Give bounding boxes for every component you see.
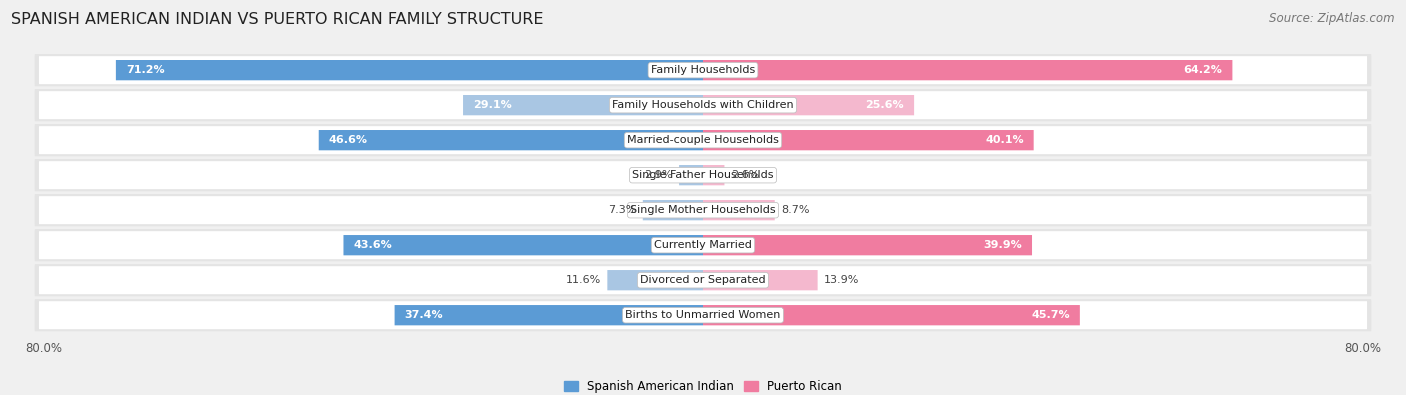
FancyBboxPatch shape	[35, 159, 1371, 191]
Text: 64.2%: 64.2%	[1184, 65, 1222, 75]
Text: Currently Married: Currently Married	[654, 240, 752, 250]
FancyBboxPatch shape	[35, 124, 1371, 156]
FancyBboxPatch shape	[703, 270, 818, 290]
Text: 11.6%: 11.6%	[565, 275, 600, 285]
Text: Single Father Households: Single Father Households	[633, 170, 773, 180]
Text: 29.1%: 29.1%	[472, 100, 512, 110]
Text: 46.6%: 46.6%	[329, 135, 367, 145]
Text: Family Households: Family Households	[651, 65, 755, 75]
Text: 13.9%: 13.9%	[824, 275, 859, 285]
FancyBboxPatch shape	[319, 130, 703, 150]
Text: 25.6%: 25.6%	[866, 100, 904, 110]
FancyBboxPatch shape	[343, 235, 703, 255]
FancyBboxPatch shape	[703, 200, 775, 220]
FancyBboxPatch shape	[35, 299, 1371, 331]
FancyBboxPatch shape	[39, 196, 1367, 224]
FancyBboxPatch shape	[703, 130, 1033, 150]
FancyBboxPatch shape	[463, 95, 703, 115]
Text: Source: ZipAtlas.com: Source: ZipAtlas.com	[1270, 12, 1395, 25]
FancyBboxPatch shape	[39, 126, 1367, 154]
FancyBboxPatch shape	[703, 165, 724, 185]
FancyBboxPatch shape	[35, 89, 1371, 121]
FancyBboxPatch shape	[35, 194, 1371, 226]
Text: Family Households with Children: Family Households with Children	[612, 100, 794, 110]
Text: 37.4%: 37.4%	[405, 310, 443, 320]
Text: 71.2%: 71.2%	[125, 65, 165, 75]
FancyBboxPatch shape	[643, 200, 703, 220]
FancyBboxPatch shape	[39, 91, 1367, 119]
FancyBboxPatch shape	[39, 301, 1367, 329]
FancyBboxPatch shape	[703, 305, 1080, 325]
Text: Married-couple Households: Married-couple Households	[627, 135, 779, 145]
FancyBboxPatch shape	[39, 266, 1367, 294]
Text: 40.1%: 40.1%	[986, 135, 1024, 145]
FancyBboxPatch shape	[39, 56, 1367, 84]
Text: Single Mother Households: Single Mother Households	[630, 205, 776, 215]
Text: 2.6%: 2.6%	[731, 170, 759, 180]
FancyBboxPatch shape	[679, 165, 703, 185]
FancyBboxPatch shape	[35, 54, 1371, 86]
Text: 39.9%: 39.9%	[983, 240, 1022, 250]
Text: 45.7%: 45.7%	[1032, 310, 1070, 320]
Legend: Spanish American Indian, Puerto Rican: Spanish American Indian, Puerto Rican	[560, 376, 846, 395]
FancyBboxPatch shape	[39, 161, 1367, 189]
FancyBboxPatch shape	[395, 305, 703, 325]
Text: 43.6%: 43.6%	[353, 240, 392, 250]
Text: 8.7%: 8.7%	[782, 205, 810, 215]
FancyBboxPatch shape	[703, 235, 1032, 255]
Text: 2.9%: 2.9%	[644, 170, 672, 180]
FancyBboxPatch shape	[703, 60, 1233, 80]
FancyBboxPatch shape	[115, 60, 703, 80]
FancyBboxPatch shape	[703, 95, 914, 115]
Text: Births to Unmarried Women: Births to Unmarried Women	[626, 310, 780, 320]
FancyBboxPatch shape	[35, 229, 1371, 261]
FancyBboxPatch shape	[39, 231, 1367, 259]
FancyBboxPatch shape	[607, 270, 703, 290]
FancyBboxPatch shape	[35, 264, 1371, 296]
Text: SPANISH AMERICAN INDIAN VS PUERTO RICAN FAMILY STRUCTURE: SPANISH AMERICAN INDIAN VS PUERTO RICAN …	[11, 12, 544, 27]
Text: 7.3%: 7.3%	[607, 205, 636, 215]
Text: Divorced or Separated: Divorced or Separated	[640, 275, 766, 285]
